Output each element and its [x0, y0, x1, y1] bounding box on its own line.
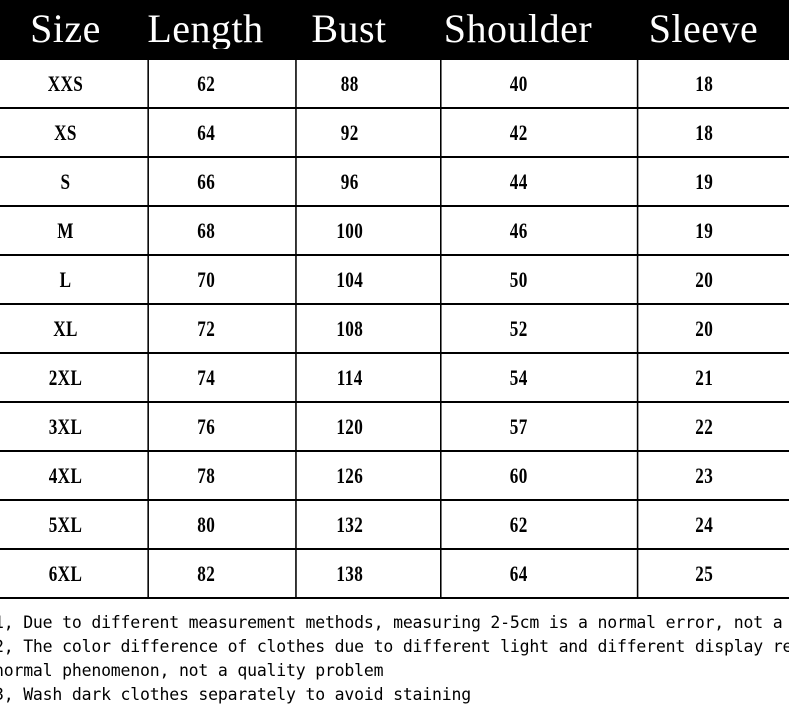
cell-length: 76: [147, 403, 263, 450]
cell-size: 3XL: [48, 413, 83, 439]
table-row: 4XL 78 126 60 23: [0, 450, 789, 499]
table-row: M 68 100 46 19: [0, 205, 789, 254]
cell-size: M: [57, 217, 74, 243]
cell-length: 78: [147, 452, 263, 499]
cell-bust: 132: [295, 501, 403, 548]
cell-sleeve: 22: [636, 403, 770, 450]
table-row: L 70 104 50 20: [0, 254, 789, 303]
cell-size: XL: [53, 315, 78, 341]
table-row: XS 64 92 42 18: [0, 107, 789, 156]
table-row: 6XL 82 138 64 25: [0, 548, 789, 597]
cell-bust: 100: [295, 207, 403, 254]
column-header-bust: Bust: [311, 9, 387, 49]
cell-length: 62: [147, 60, 263, 107]
cell-length: 66: [147, 158, 263, 205]
cell-bust: 96: [295, 158, 403, 205]
cell-size: S: [60, 168, 71, 194]
cell-length: 80: [147, 501, 263, 548]
cell-shoulder: 54: [440, 354, 596, 401]
cell-sleeve: 19: [636, 158, 770, 205]
cell-sleeve: 21: [636, 354, 770, 401]
table-row: XXS 62 88 40 18: [0, 58, 789, 107]
cell-size: L: [59, 266, 72, 292]
cell-shoulder: 60: [440, 452, 596, 499]
column-header-length: Length: [147, 9, 264, 49]
cell-bust: 92: [295, 109, 403, 156]
cell-size: XS: [54, 119, 77, 145]
cell-bust: 104: [295, 256, 403, 303]
cell-size: 4XL: [48, 462, 83, 488]
note-line: 2, The color difference of clothes due t…: [0, 637, 789, 656]
cell-shoulder: 52: [440, 305, 596, 352]
note-line: 3, Wash dark clothes separately to avoid…: [0, 685, 471, 704]
table-row: 5XL 80 132 62 24: [0, 499, 789, 548]
cell-sleeve: 19: [636, 207, 770, 254]
table-body: XXS 62 88 40 18 XS 64 92 42 18 S 66 96 4…: [0, 58, 789, 599]
cell-sleeve: 18: [636, 60, 770, 107]
cell-size: 2XL: [48, 364, 83, 390]
cell-sleeve: 18: [636, 109, 770, 156]
cell-size: XXS: [47, 70, 84, 96]
notes-section: 1, Due to different measurement methods,…: [0, 611, 789, 707]
cell-size: 5XL: [48, 511, 83, 537]
cell-sleeve: 20: [636, 305, 770, 352]
cell-sleeve: 20: [636, 256, 770, 303]
cell-sleeve: 25: [636, 550, 770, 597]
cell-length: 70: [147, 256, 263, 303]
column-header-shoulder: Shoulder: [443, 9, 593, 49]
column-header-size: Size: [30, 9, 101, 49]
table-row: S 66 96 44 19: [0, 156, 789, 205]
cell-bust: 114: [295, 354, 403, 401]
cell-length: 72: [147, 305, 263, 352]
cell-bust: 88: [295, 60, 403, 107]
cell-size: 6XL: [48, 560, 83, 586]
cell-length: 74: [147, 354, 263, 401]
column-header-sleeve: Sleeve: [648, 9, 759, 49]
cell-sleeve: 24: [636, 501, 770, 548]
cell-shoulder: 64: [440, 550, 596, 597]
cell-sleeve: 23: [636, 452, 770, 499]
table-header-row: Size Length Bust Shoulder Sleeve: [0, 0, 789, 58]
note-line: 1, Due to different measurement methods,…: [0, 613, 789, 632]
table-row: XL 72 108 52 20: [0, 303, 789, 352]
cell-shoulder: 42: [440, 109, 596, 156]
cell-bust: 120: [295, 403, 403, 450]
cell-shoulder: 50: [440, 256, 596, 303]
cell-shoulder: 44: [440, 158, 596, 205]
cell-shoulder: 62: [440, 501, 596, 548]
cell-shoulder: 40: [440, 60, 596, 107]
cell-bust: 108: [295, 305, 403, 352]
cell-length: 64: [147, 109, 263, 156]
cell-shoulder: 46: [440, 207, 596, 254]
note-line: normal phenomenon, not a quality problem: [0, 661, 384, 680]
table-row: 2XL 74 114 54 21: [0, 352, 789, 401]
table-row: 3XL 76 120 57 22: [0, 401, 789, 450]
cell-bust: 126: [295, 452, 403, 499]
cell-shoulder: 57: [440, 403, 596, 450]
cell-length: 68: [147, 207, 263, 254]
cell-length: 82: [147, 550, 263, 597]
cell-bust: 138: [295, 550, 403, 597]
